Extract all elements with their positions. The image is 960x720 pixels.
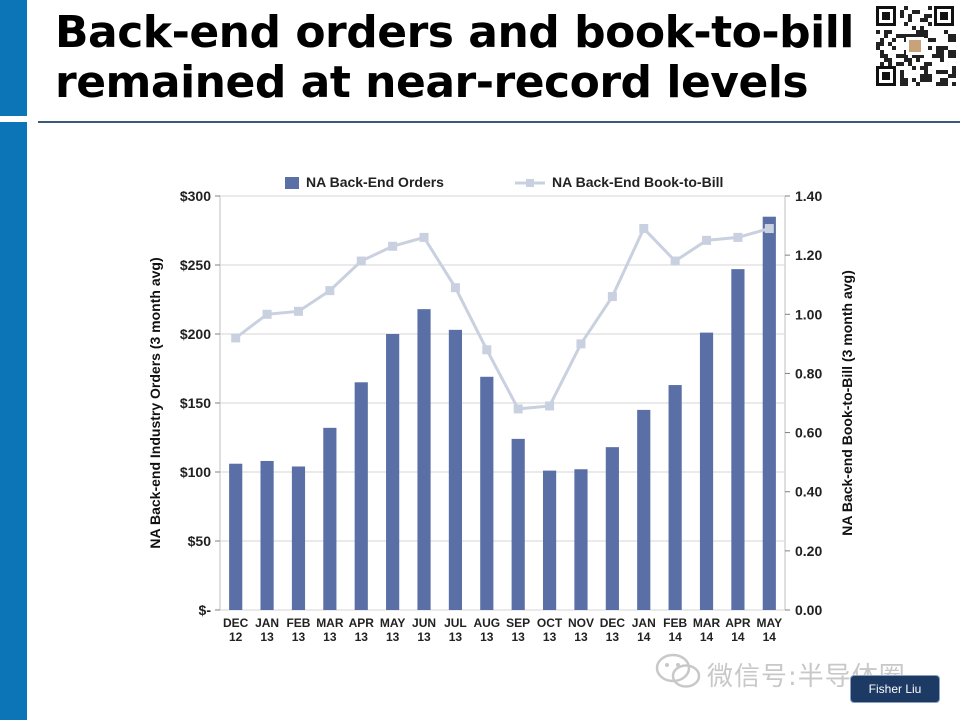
slide-title-line-1: Back-end orders and book-to-bill bbox=[55, 7, 854, 58]
bar bbox=[229, 463, 243, 610]
line-point bbox=[293, 306, 303, 316]
y-right-tick-label: 0.80 bbox=[795, 365, 822, 381]
y-right-axis-title: NA Back-end Book-to-Bill (3 month avg) bbox=[839, 270, 855, 536]
line-point bbox=[639, 224, 649, 234]
y-right-tick-label: 0.40 bbox=[795, 484, 822, 500]
bar bbox=[480, 376, 494, 610]
y-left-tick-label: $200 bbox=[180, 326, 211, 342]
line-point bbox=[764, 224, 774, 234]
line-point bbox=[231, 333, 241, 343]
bar bbox=[448, 329, 463, 610]
x-tick-label: NOV 13 bbox=[568, 616, 594, 644]
accent-sidebar bbox=[0, 0, 27, 720]
bar bbox=[637, 409, 651, 610]
line-point bbox=[576, 339, 586, 349]
bar bbox=[511, 438, 525, 610]
x-tick-label: JAN 14 bbox=[632, 616, 656, 644]
x-tick-label: DEC 12 bbox=[223, 616, 249, 644]
bar bbox=[386, 334, 400, 610]
combo-chart: $- $50 $100 $150 $200 $250 $300 0.00 0.20 0.40 0.6… bbox=[147, 174, 855, 644]
x-tick-label: FEB 13 bbox=[286, 616, 310, 644]
x-tick-label: DEC 13 bbox=[600, 616, 626, 644]
line-point bbox=[388, 241, 398, 251]
legend-swatch-marker bbox=[526, 179, 534, 187]
legend-label-line: NA Back-End Book-to-Bill bbox=[552, 174, 723, 190]
y-right-tick-label: 0.20 bbox=[795, 543, 822, 559]
author-name-tag: Fisher Liu bbox=[850, 675, 940, 703]
wechat-logo-icon bbox=[655, 653, 701, 688]
x-tick-label: MAR 14 bbox=[693, 616, 721, 644]
bar bbox=[542, 470, 557, 610]
bar bbox=[260, 460, 274, 610]
line-point bbox=[419, 232, 429, 242]
bar bbox=[417, 309, 431, 610]
bar bbox=[291, 466, 306, 610]
line-point bbox=[482, 345, 492, 355]
y-left-tick-label: $250 bbox=[180, 257, 211, 273]
line-point bbox=[702, 235, 712, 245]
bar bbox=[731, 269, 745, 610]
bar bbox=[762, 216, 776, 610]
line-point bbox=[325, 286, 335, 296]
y-left-tick-label: $300 bbox=[180, 188, 211, 204]
x-tick-label: APR 14 bbox=[725, 616, 751, 644]
y-left-tick-label: $50 bbox=[188, 533, 212, 549]
x-tick-label: JAN 13 bbox=[255, 616, 279, 644]
x-tick-label: JUN 13 bbox=[412, 616, 436, 644]
line-point bbox=[513, 404, 523, 414]
y-right-tick-label: 0.60 bbox=[795, 425, 822, 441]
qr-code-icon bbox=[874, 4, 956, 88]
line-point bbox=[607, 292, 617, 302]
y-left-axis-title: NA Back-end Industry Orders (3 month avg… bbox=[147, 257, 163, 548]
slide-title-line-2: remained at near-record levels bbox=[55, 57, 809, 108]
line-point bbox=[545, 401, 555, 411]
x-tick-label: APR 13 bbox=[349, 616, 375, 644]
bar bbox=[354, 382, 368, 610]
x-tick-label: AUG 13 bbox=[473, 616, 500, 644]
bar bbox=[605, 447, 619, 610]
line-point bbox=[450, 283, 460, 293]
series-line bbox=[234, 225, 770, 411]
y-left-tick-label: $150 bbox=[180, 395, 211, 411]
line-point bbox=[670, 256, 680, 266]
bar bbox=[668, 385, 682, 610]
legend-swatch-bar bbox=[285, 177, 299, 189]
legend-label-bar: NA Back-End Orders bbox=[306, 174, 444, 190]
bar bbox=[574, 469, 588, 610]
title-divider bbox=[38, 121, 960, 123]
bar bbox=[323, 427, 337, 610]
x-tick-label: FEB 14 bbox=[663, 616, 687, 644]
x-tick-label: MAY 13 bbox=[380, 616, 406, 644]
x-tick-label: SEP 13 bbox=[506, 616, 530, 644]
y-right-tick-label: 1.40 bbox=[795, 188, 822, 204]
y-right-tick-label: 1.00 bbox=[795, 306, 822, 322]
line-point bbox=[262, 309, 272, 319]
y-right-tick-label: 0.00 bbox=[795, 602, 822, 618]
y-left-tick-label: $- bbox=[199, 602, 212, 618]
x-tick-label: JUL 13 bbox=[444, 616, 467, 644]
accent-sidebar-gap bbox=[0, 116, 27, 122]
x-tick-label: MAY 14 bbox=[757, 616, 783, 644]
y-left-tick-label: $100 bbox=[180, 464, 211, 480]
line-point bbox=[733, 232, 743, 242]
x-tick-label: OCT 13 bbox=[537, 616, 563, 644]
slide-title: Back-end orders and book-to-bill remaine… bbox=[55, 8, 875, 108]
bar bbox=[699, 332, 714, 610]
line-point bbox=[356, 256, 366, 266]
x-tick-label: MAR 13 bbox=[316, 616, 344, 644]
y-right-tick-label: 1.20 bbox=[795, 247, 822, 263]
